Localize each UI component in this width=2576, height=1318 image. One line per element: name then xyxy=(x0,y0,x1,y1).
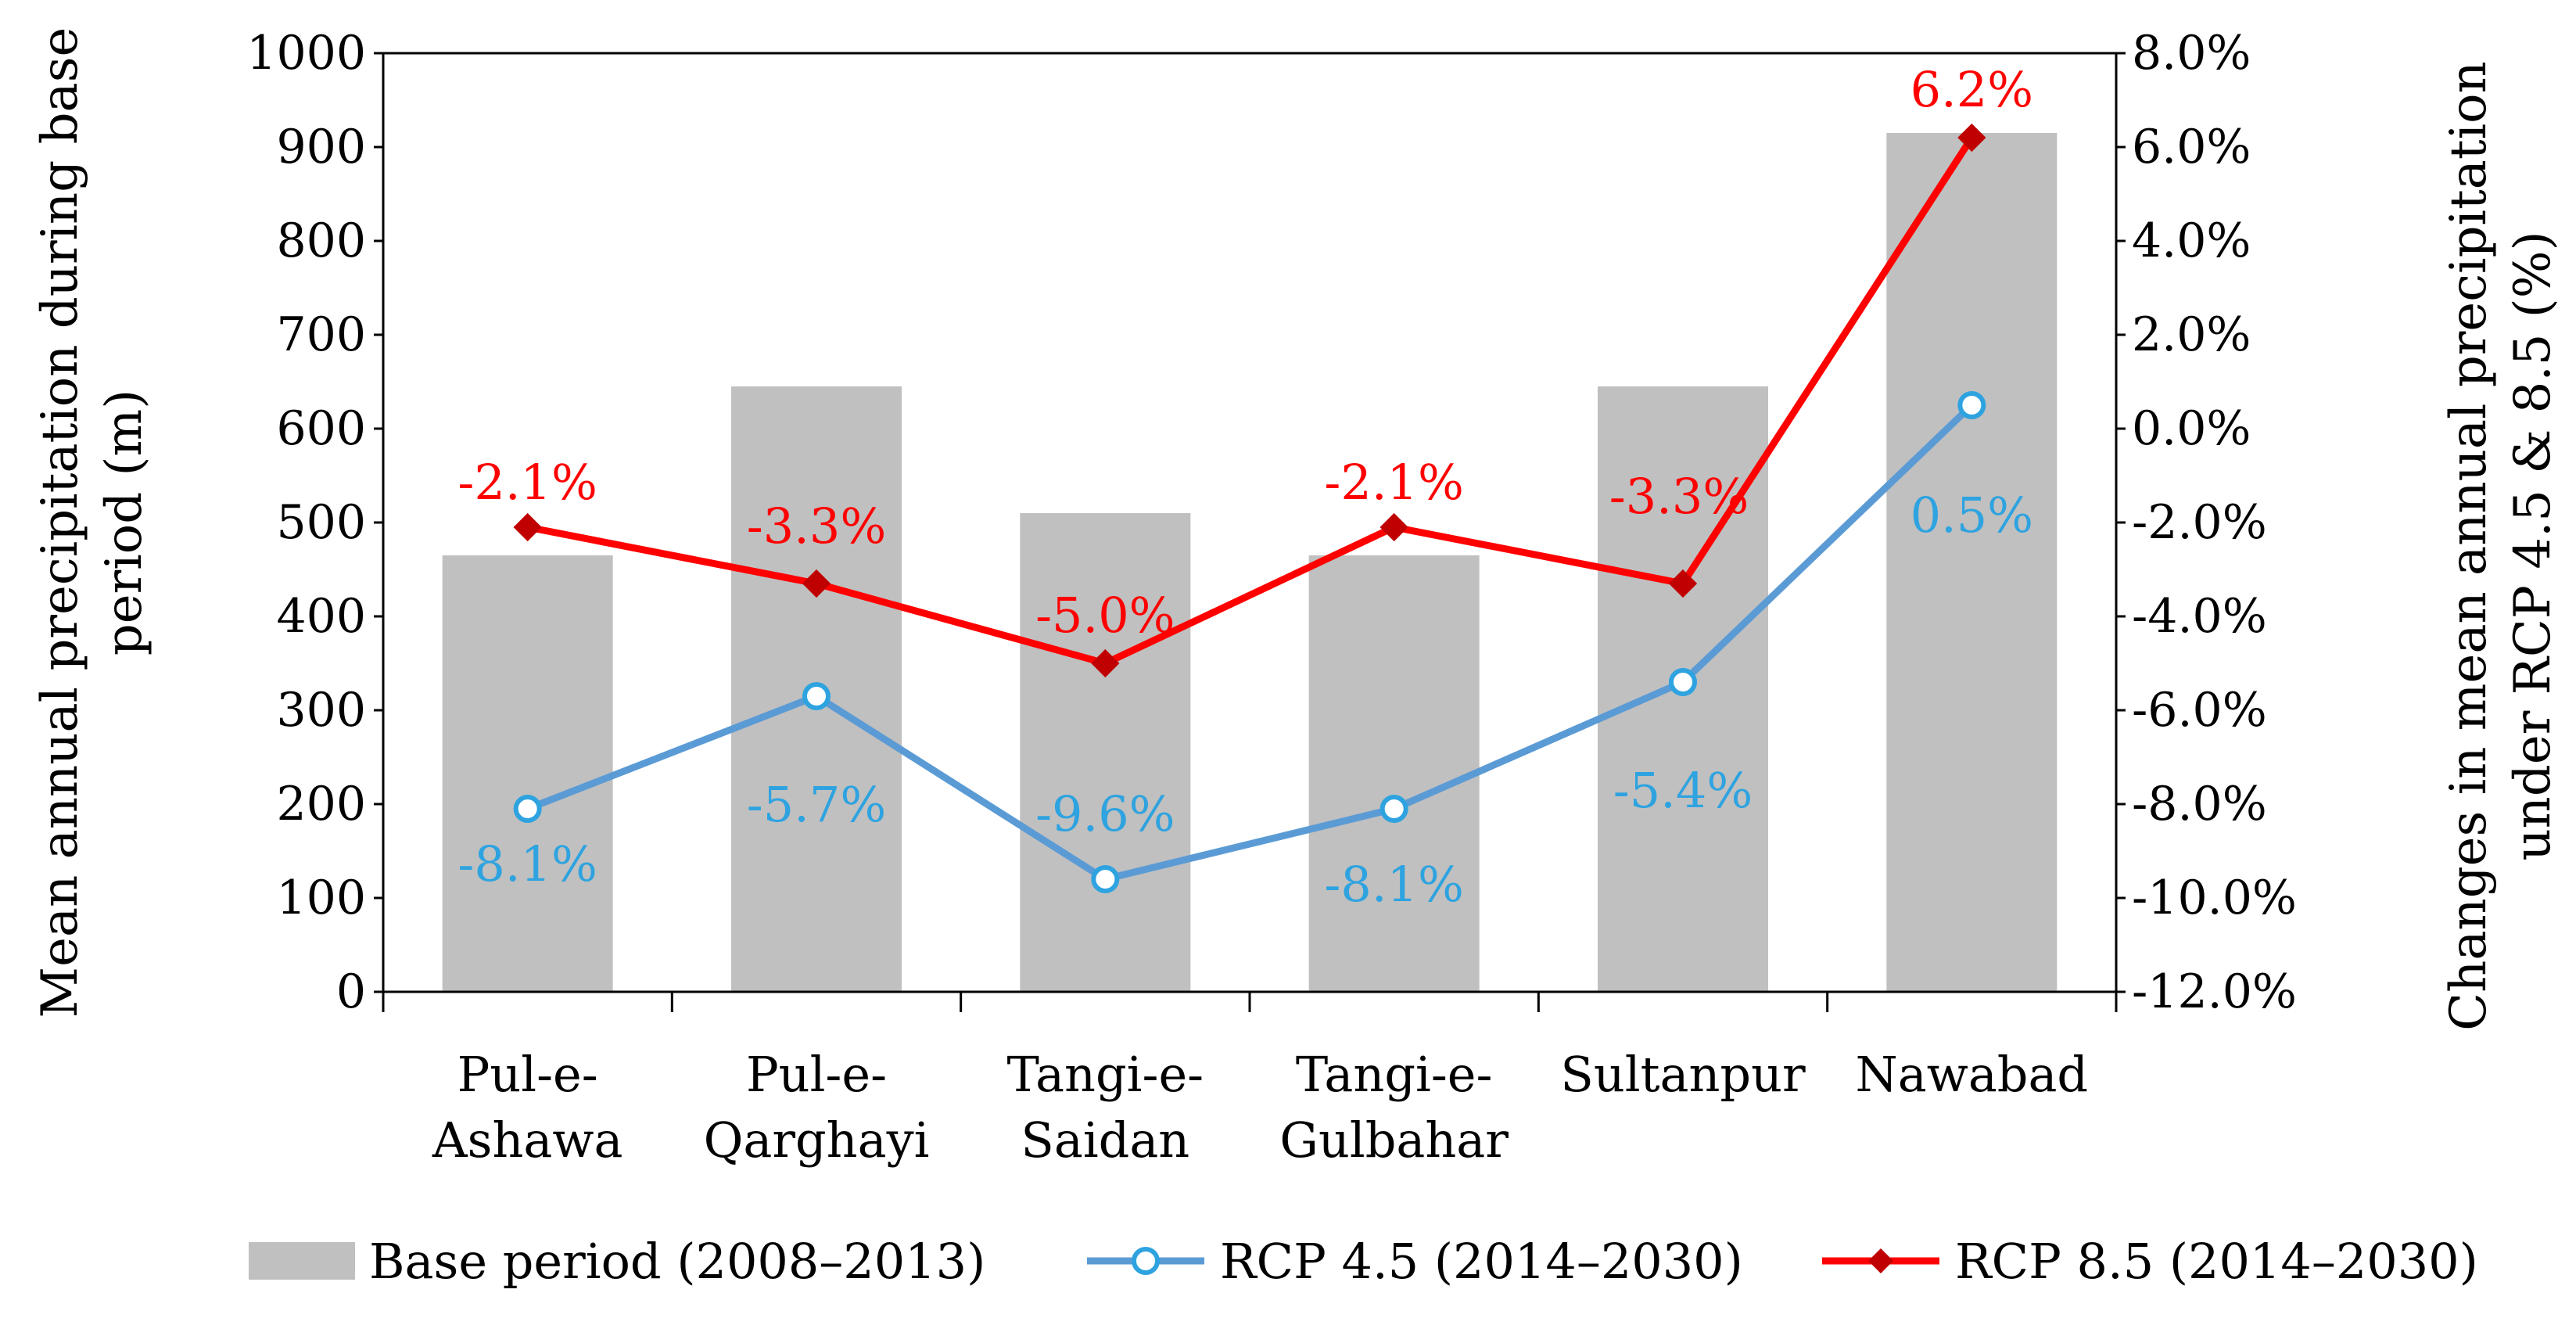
category-label: Pul-e- xyxy=(746,1046,887,1103)
legend-rcp85-label: RCP 8.5 (2014–2030) xyxy=(1955,1233,2478,1290)
left-tick-label: 700 xyxy=(276,307,366,362)
rcp85-point xyxy=(1091,648,1120,678)
rcp85-point xyxy=(1668,569,1698,598)
right-tick-label: -10.0% xyxy=(2132,871,2297,925)
right-axis-title: under RCP 4.5 & 8.5 (%) xyxy=(2504,231,2562,860)
rcp85-point xyxy=(1379,512,1408,542)
category-label: Nawabad xyxy=(1856,1046,2089,1103)
rcp45-point xyxy=(1091,865,1120,893)
right-tick-label: 2.0% xyxy=(2132,307,2251,362)
right-tick-label: 6.0% xyxy=(2132,120,2251,174)
left-tick-label: 300 xyxy=(276,683,366,738)
category-label: Tangi-e- xyxy=(1296,1046,1493,1103)
right-tick-label: -8.0% xyxy=(2132,777,2267,831)
category-label: Saidan xyxy=(1021,1112,1189,1169)
right-tick-label: -12.0% xyxy=(2132,964,2297,1019)
rcp45-data-label: 0.5% xyxy=(1910,487,2034,544)
rcp85-data-label: 6.2% xyxy=(1910,61,2034,118)
left-tick-label: 400 xyxy=(276,589,366,644)
legend-rcp85-marker xyxy=(1868,1248,1893,1273)
rcp85-data-label: -3.3% xyxy=(1609,468,1749,525)
legend-rcp45-label: RCP 4.5 (2014–2030) xyxy=(1220,1233,1743,1290)
rcp45-point xyxy=(802,682,831,710)
category-label: Pul-e- xyxy=(457,1046,598,1103)
legend-bar-swatch xyxy=(249,1242,355,1280)
rcp85-point xyxy=(1957,123,1986,153)
right-tick-label: -2.0% xyxy=(2132,495,2267,550)
left-tick-label: 1000 xyxy=(246,26,366,81)
base-period-bar xyxy=(442,555,613,992)
left-tick-label: 800 xyxy=(276,214,366,268)
rcp45-data-label: -8.1% xyxy=(1324,856,1463,913)
rcp85-point xyxy=(513,512,542,542)
right-tick-label: 8.0% xyxy=(2132,26,2251,81)
right-axis-title: Changes in mean annual precipitation xyxy=(2440,61,2498,1031)
right-tick-label: -6.0% xyxy=(2132,683,2267,738)
left-tick-label: 900 xyxy=(276,120,366,174)
category-label: Gulbahar xyxy=(1279,1112,1509,1169)
rcp45-data-label: -5.7% xyxy=(747,776,886,833)
base-period-bar xyxy=(1020,513,1191,992)
category-label: Qarghayi xyxy=(704,1112,930,1169)
legend-rcp45-marker xyxy=(1132,1247,1160,1275)
left-tick-label: 0 xyxy=(336,964,366,1019)
rcp45-point xyxy=(1379,795,1408,823)
rcp45-data-label: -9.6% xyxy=(1035,785,1175,842)
left-tick-label: 100 xyxy=(276,871,366,925)
rcp45-data-label: -8.1% xyxy=(457,835,597,892)
legend-bar-label: Base period (2008–2013) xyxy=(369,1233,985,1290)
rcp45-line xyxy=(526,402,1975,883)
rcp85-data-label: -3.3% xyxy=(747,497,886,555)
base-period-bar xyxy=(1308,555,1480,992)
right-tick-label: 4.0% xyxy=(2132,214,2251,268)
category-label: Sultanpur xyxy=(1560,1046,1806,1103)
rcp45-data-label: -5.4% xyxy=(1613,762,1753,819)
right-tick-label: 0.0% xyxy=(2132,401,2251,456)
rcp85-data-label: -2.1% xyxy=(1324,454,1463,511)
left-axis-title: Mean annual precipitation during base xyxy=(31,27,89,1018)
left-tick-label: 200 xyxy=(276,777,366,831)
rcp85-point xyxy=(802,569,831,598)
rcp45-point xyxy=(1957,391,1986,419)
left-tick-label: 600 xyxy=(276,401,366,456)
rcp85-data-label: -5.0% xyxy=(1035,587,1175,644)
rcp45-point xyxy=(1669,668,1697,696)
category-label: Ashawa xyxy=(432,1112,623,1169)
rcp85-data-label: -2.1% xyxy=(457,454,597,511)
rcp45-point xyxy=(513,795,542,823)
rcp85-line xyxy=(526,135,1975,667)
right-tick-label: -4.0% xyxy=(2132,589,2267,644)
left-tick-label: 500 xyxy=(276,495,366,550)
category-label: Tangi-e- xyxy=(1007,1046,1204,1103)
base-period-bar xyxy=(1886,133,2058,992)
left-axis-title: period (m) xyxy=(95,390,153,655)
